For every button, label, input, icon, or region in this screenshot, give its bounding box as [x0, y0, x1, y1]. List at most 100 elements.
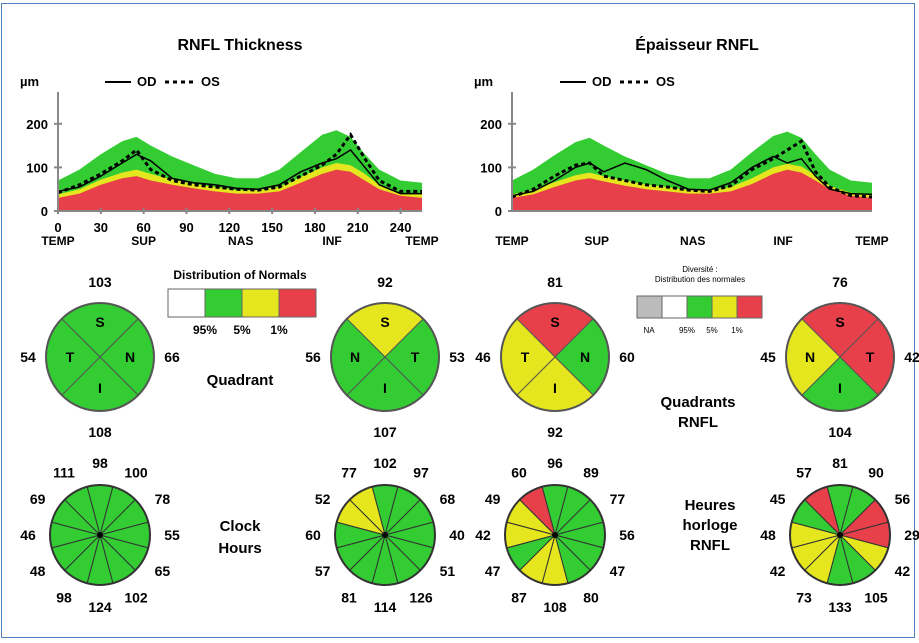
clock-hour-value: 48	[30, 563, 46, 579]
quadrant-label: Quadrant	[207, 372, 274, 389]
x-region-label: NAS	[680, 234, 705, 248]
clock-hour-value: 102	[373, 455, 397, 471]
legend-normals-title: Distribution of Normals	[173, 268, 307, 282]
clock-hour-value: 69	[30, 491, 46, 507]
clock-hour-value: 105	[864, 589, 888, 605]
x-region-label: SUP	[584, 234, 609, 248]
quadrant-value: 60	[619, 349, 635, 365]
quadrant-value: 81	[547, 274, 563, 290]
legend-normals-swatch	[241, 288, 280, 318]
x-region-label: TEMP	[855, 234, 888, 248]
clock-hour-value: 68	[440, 491, 456, 507]
clock-hour-value: 80	[583, 589, 599, 605]
legend-fr-label: NA	[643, 326, 655, 335]
y-tick-label: 200	[26, 117, 48, 132]
clock-hour-value: 78	[155, 491, 171, 507]
quadrant-letter: S	[835, 314, 844, 330]
clock-hour-value: 100	[124, 465, 148, 481]
clock-hour-value: 55	[164, 527, 180, 543]
quadrant-letter: T	[66, 349, 75, 365]
legend-fr-swatch	[686, 295, 713, 319]
quadrant-value: 108	[88, 424, 112, 440]
quadrant-letter: N	[805, 349, 815, 365]
clock-hour-value: 89	[583, 465, 599, 481]
quadrant-letter: S	[380, 314, 389, 330]
clock-hours-label-1: Clock	[220, 518, 262, 535]
x-region-label: SUP	[131, 234, 156, 248]
quadrant-value: 107	[373, 424, 397, 440]
clock-hour-value: 52	[315, 491, 331, 507]
y-tick-label: 100	[26, 160, 48, 175]
legend-normals-swatch	[278, 288, 317, 318]
quadrant-value: 104	[828, 424, 852, 440]
clock-hours-label-2: Hours	[218, 540, 261, 557]
legend-label-os: OS	[656, 74, 675, 89]
clock-hour-value: 42	[770, 563, 786, 579]
clock-hour-value: 45	[770, 491, 786, 507]
quadrant-value: 54	[20, 349, 36, 365]
series-line-od	[511, 155, 873, 197]
clock-center-dot	[97, 532, 103, 538]
y-axis-label: µm	[474, 74, 493, 89]
clock-hour-value: 51	[440, 563, 456, 579]
clock-hour-value: 77	[610, 491, 626, 507]
clock-fr-label-2: horloge	[683, 517, 738, 534]
clock-hour-value: 56	[895, 491, 911, 507]
clock-center-dot	[552, 532, 558, 538]
clock-circle-outline	[334, 484, 436, 586]
clock-hour-value: 73	[796, 589, 812, 605]
clock-hour-value: 114	[374, 599, 397, 615]
clock-hour-value: 77	[341, 465, 357, 481]
x-tick-label: 150	[261, 220, 283, 235]
clock-fr-label-1: Heures	[685, 497, 736, 514]
clock-hour-value: 47	[610, 563, 626, 579]
clock-hour-value: 108	[543, 599, 567, 615]
quadrant-value: 46	[475, 349, 491, 365]
quadrant-value: 42	[904, 349, 919, 365]
quadrants-fr-label-1: Quadrants	[660, 394, 735, 411]
clock-hour-value: 40	[449, 527, 465, 543]
clock-hour-value: 46	[20, 527, 36, 543]
legend-fr-swatch	[661, 295, 688, 319]
clock-hour-value: 29	[904, 527, 919, 543]
legend-normals-label: 1%	[270, 323, 288, 337]
legend-fr-label: 5%	[706, 326, 718, 335]
legend-normals-label: 95%	[193, 323, 217, 337]
clock-hour-value: 124	[88, 599, 112, 615]
clock-hour-value: 56	[619, 527, 635, 543]
legend-normals-swatch	[204, 288, 243, 318]
clock-hour-value: 98	[56, 589, 72, 605]
quadrant-circle-outline	[330, 302, 440, 412]
x-tick-label: 90	[179, 220, 193, 235]
x-tick-label: 240	[390, 220, 412, 235]
legend-label-od: OD	[137, 74, 157, 89]
chart-title: Épaisseur RNFL	[635, 35, 759, 54]
clock-hour-value: 90	[868, 465, 884, 481]
clock-circle-outline	[504, 484, 606, 586]
quadrant-letter: I	[98, 380, 102, 396]
clock-hour-value: 57	[315, 563, 331, 579]
quadrant-value: 92	[547, 424, 563, 440]
x-region-label: INF	[322, 234, 341, 248]
quadrant-value: 76	[832, 274, 848, 290]
clock-hour-value: 42	[475, 527, 491, 543]
legend-fr-swatch	[736, 295, 763, 319]
clock-hour-value: 133	[828, 599, 852, 615]
y-tick-label: 0	[495, 204, 502, 219]
y-tick-label: 0	[41, 204, 48, 219]
legend-fr-label: 95%	[679, 326, 695, 335]
quadrant-letter: I	[553, 380, 557, 396]
clock-hour-value: 47	[485, 563, 501, 579]
legend-fr-title-2: Distribution des normales	[655, 275, 745, 284]
clock-hour-value: 111	[53, 465, 75, 481]
clock-hour-value: 60	[305, 527, 321, 543]
quadrant-letter: N	[350, 349, 360, 365]
quadrant-letter: I	[838, 380, 842, 396]
quadrant-letter: S	[550, 314, 559, 330]
clock-hour-value: 96	[547, 455, 563, 471]
x-region-label: TEMP	[495, 234, 528, 248]
x-tick-label: 60	[136, 220, 150, 235]
quadrant-letter: N	[125, 349, 135, 365]
clock-circle-outline	[789, 484, 891, 586]
